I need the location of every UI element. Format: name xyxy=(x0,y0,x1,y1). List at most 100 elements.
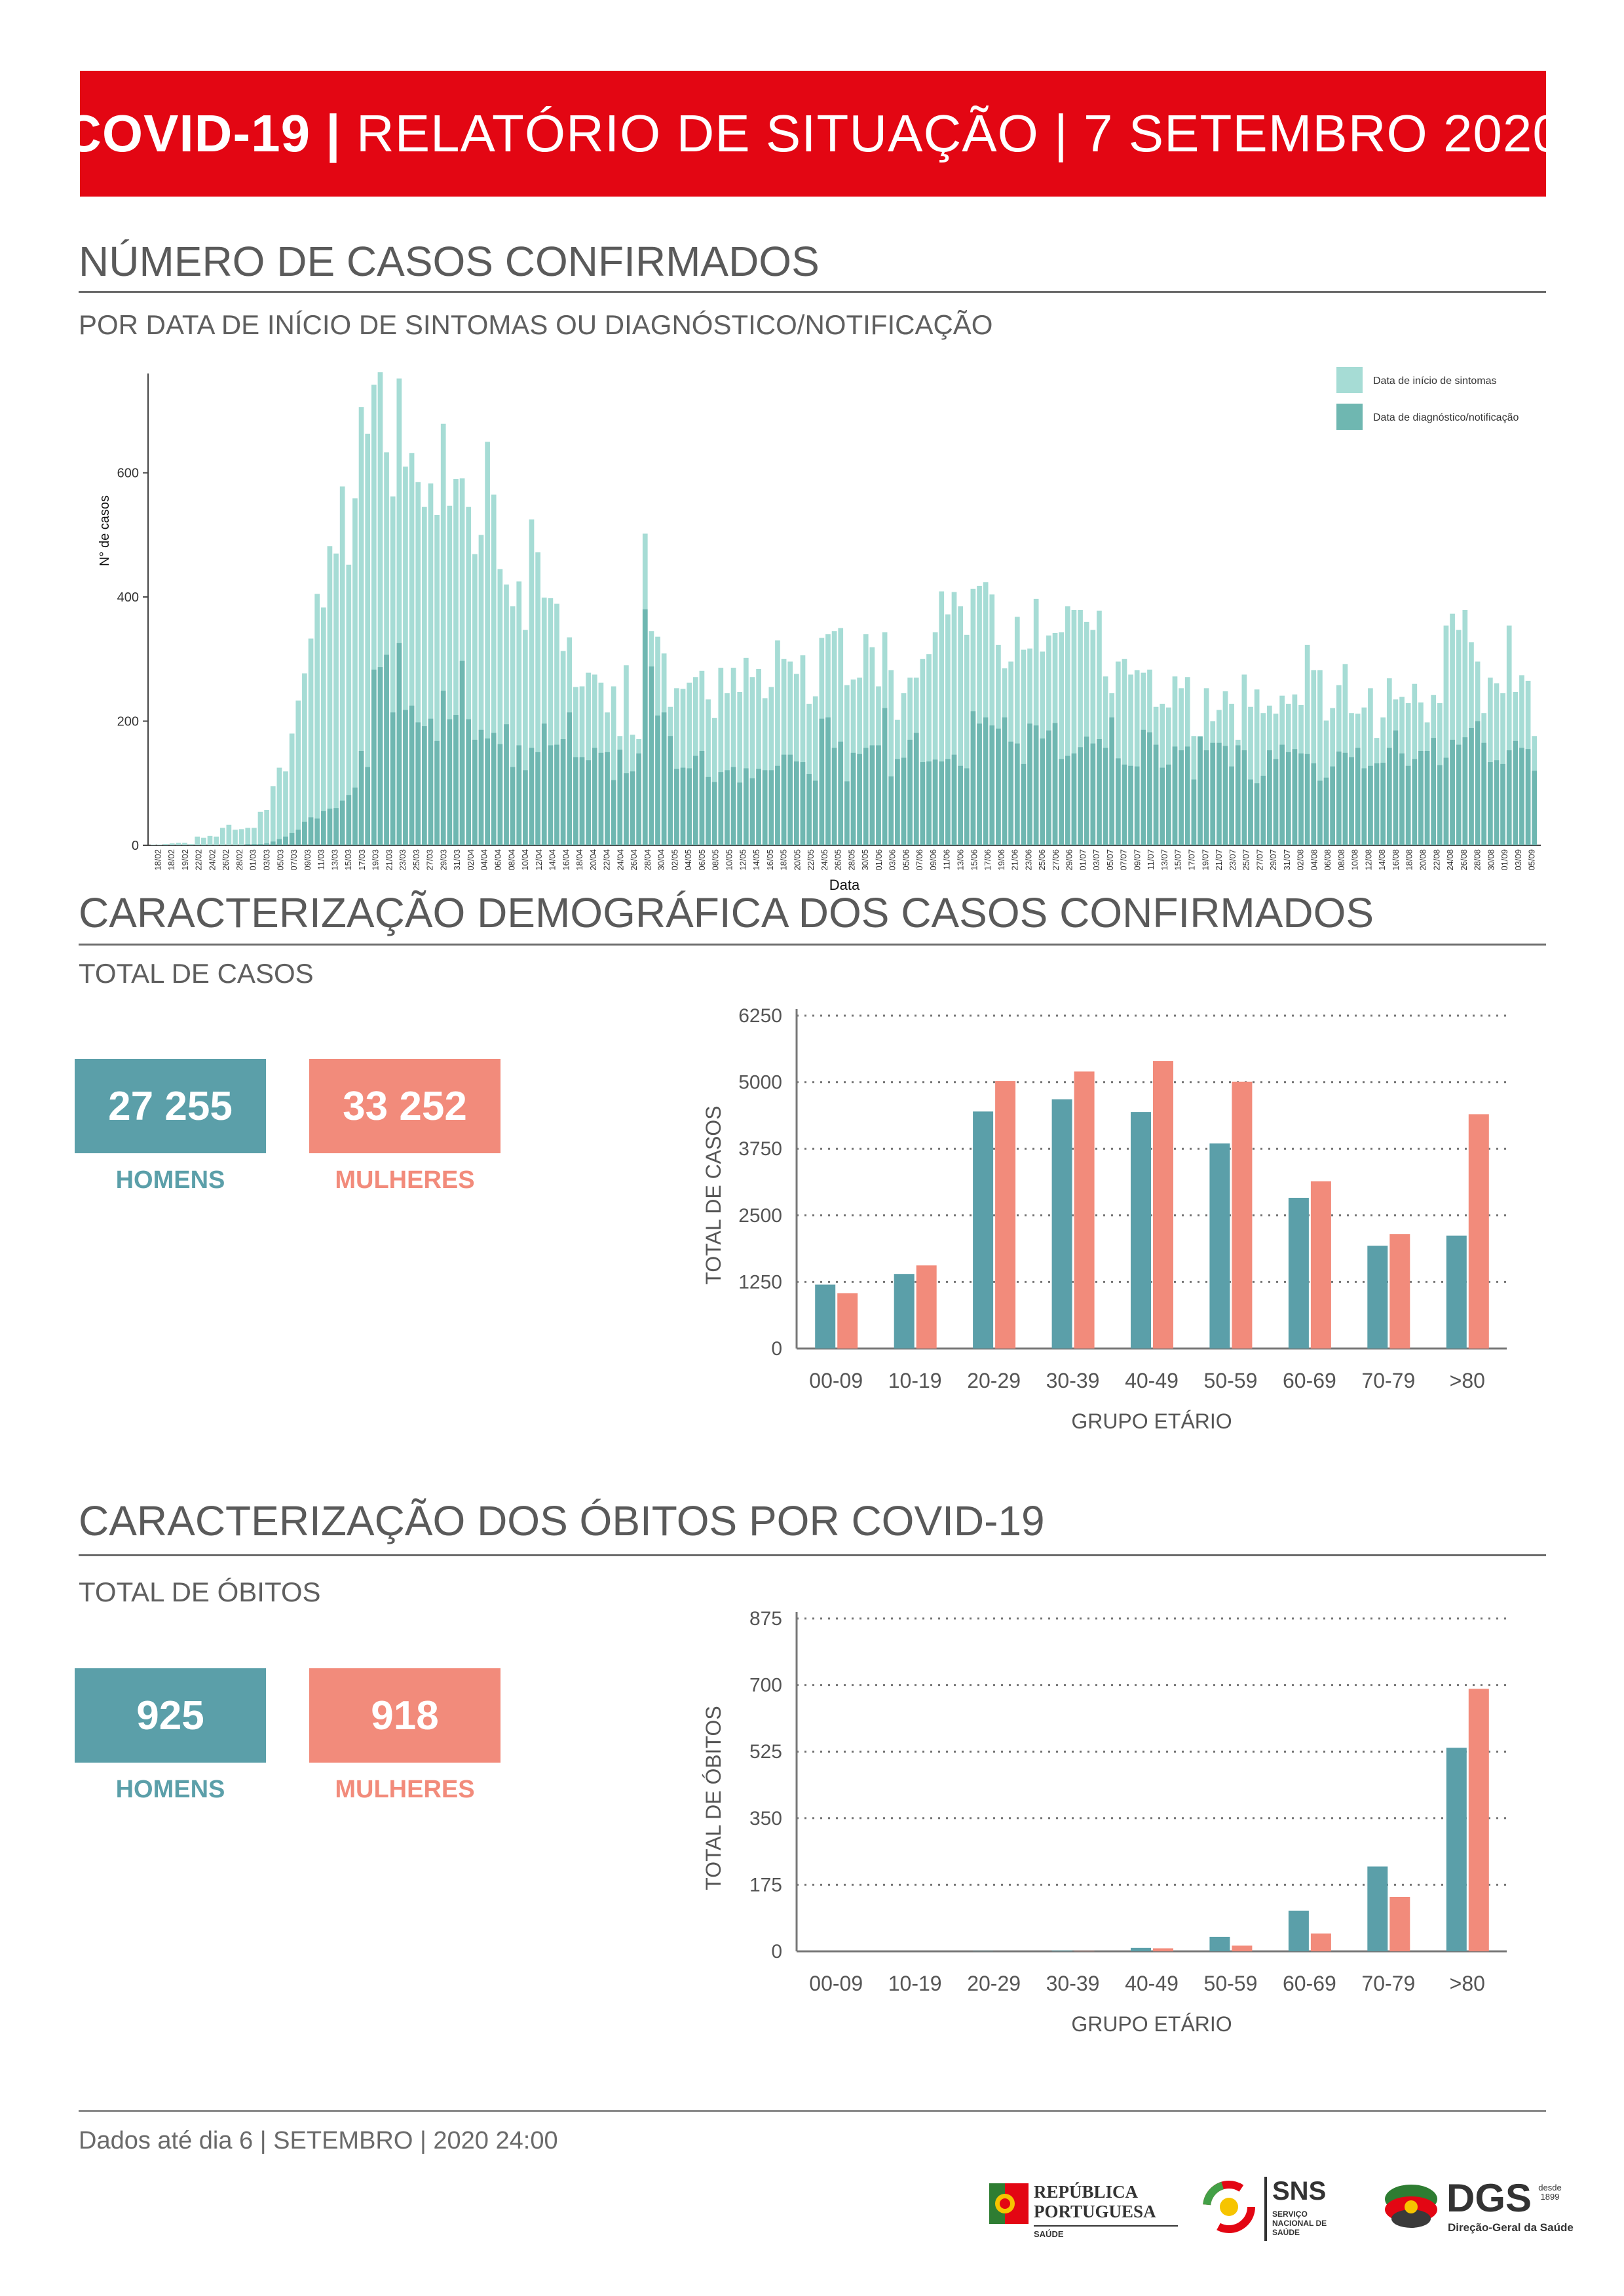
x-tick-label: 16/08 xyxy=(1391,849,1401,871)
notification-bar xyxy=(649,666,654,845)
x-tick-label: 40-49 xyxy=(1125,1369,1179,1392)
symptom-onset-bar xyxy=(257,811,263,845)
notification-bar xyxy=(1235,745,1241,845)
symptom-onset-bar xyxy=(497,569,503,845)
x-tick-label: 30/08 xyxy=(1486,849,1496,871)
notification-bar xyxy=(1412,759,1418,845)
notification-bar xyxy=(1368,765,1373,845)
men-label: HOMENS xyxy=(115,1166,225,1194)
symptom-onset-bar xyxy=(264,810,269,845)
notification-bar xyxy=(377,667,383,845)
notification-bar xyxy=(289,833,295,845)
y-tick-label: 0 xyxy=(132,839,139,853)
notification-bar xyxy=(428,718,434,845)
symptom-onset-bar xyxy=(409,453,415,845)
x-tick-label: 02/08 xyxy=(1296,849,1306,871)
notification-bar xyxy=(535,752,540,845)
women-deaths-kpi: 918 xyxy=(309,1668,500,1763)
notification-bar xyxy=(579,757,585,845)
men-bar xyxy=(1209,1936,1230,1951)
notification-bar xyxy=(415,722,421,845)
notification-bar xyxy=(800,762,806,845)
notification-bar xyxy=(1456,744,1462,845)
notification-bar xyxy=(1217,742,1222,845)
notification-bar xyxy=(699,751,705,845)
notification-bar xyxy=(605,752,610,845)
header-bold-title: COVID-19 | xyxy=(64,104,341,163)
women-bar xyxy=(1468,1114,1489,1349)
notification-bar xyxy=(636,753,641,845)
symptom-onset-bar xyxy=(163,844,168,845)
notification-bar xyxy=(529,748,535,845)
x-tick-label: 23/03 xyxy=(398,849,407,871)
x-tick-label: 03/07 xyxy=(1091,849,1101,871)
x-tick-label: 17/03 xyxy=(357,849,367,871)
symptom-onset-bar xyxy=(233,830,238,845)
x-tick-label: 20/04 xyxy=(588,849,598,871)
notification-bar xyxy=(989,725,995,845)
notification-bar xyxy=(1165,764,1171,845)
section-subtitle-total-deaths: TOTAL DE ÓBITOS xyxy=(79,1577,321,1607)
notification-bar xyxy=(1260,775,1266,845)
notification-bar xyxy=(812,780,818,845)
symptom-onset-bar xyxy=(964,634,970,845)
section-divider xyxy=(79,1554,1546,1556)
notification-bar xyxy=(1437,765,1443,845)
symptom-onset-bar xyxy=(289,733,295,845)
notification-bar xyxy=(276,839,282,845)
dgs-logo: DGS desde 1899 Direção-Geral da Saúde xyxy=(1382,2174,1579,2246)
x-tick-label: 17/07 xyxy=(1187,849,1197,871)
notification-bar xyxy=(1279,744,1285,845)
y-tick-label: 175 xyxy=(749,1874,782,1896)
notification-bar xyxy=(793,761,799,845)
symptom-onset-bar xyxy=(687,682,692,845)
notification-bar xyxy=(1147,732,1152,845)
x-tick-label: 10/05 xyxy=(725,849,734,871)
symptom-onset-bar xyxy=(252,828,257,845)
dgs-text: DGS xyxy=(1446,2176,1532,2220)
women-bar xyxy=(1153,1061,1173,1349)
x-tick-label: >80 xyxy=(1450,1369,1485,1392)
x-tick-label: 18/02 xyxy=(166,849,176,871)
x-tick-label: 27/07 xyxy=(1255,849,1264,871)
symptom-onset-bar xyxy=(510,606,516,845)
men-bar xyxy=(1209,1143,1230,1349)
x-tick-label: 11/06 xyxy=(942,849,952,870)
notification-bar xyxy=(396,643,402,845)
portugal-flag-icon xyxy=(989,2183,1029,2224)
women-cases-kpi: 33 252 xyxy=(309,1059,500,1153)
symptom-onset-bar xyxy=(308,638,314,845)
notification-bar xyxy=(687,768,692,845)
x-tick-label: 24/08 xyxy=(1445,849,1455,871)
notification-bar xyxy=(768,770,774,845)
symptom-onset-bar xyxy=(743,657,749,845)
notification-bar xyxy=(1109,717,1115,845)
notification-bar xyxy=(421,726,427,845)
x-tick-label: 17/06 xyxy=(983,849,992,871)
symptom-onset-bar xyxy=(270,786,276,845)
symptom-onset-bar xyxy=(1311,670,1317,845)
symptom-onset-bar xyxy=(320,607,326,845)
x-tick-label: 14/04 xyxy=(548,849,557,871)
x-tick-label: 05/06 xyxy=(901,849,911,871)
notification-bar xyxy=(661,712,667,845)
x-tick-label: 19/02 xyxy=(180,849,190,871)
symptom-onset-bar xyxy=(415,482,421,845)
notification-bar xyxy=(327,809,333,845)
symptom-onset-bar xyxy=(238,829,244,845)
x-tick-label: 02/04 xyxy=(466,849,476,871)
notification-bar xyxy=(907,739,913,845)
x-tick-label: 29/06 xyxy=(1065,849,1074,871)
symptom-onset-bar xyxy=(838,628,844,845)
notification-bar xyxy=(749,778,755,845)
symptom-onset-bar xyxy=(711,718,717,845)
symptom-onset-bar xyxy=(1084,621,1089,845)
notification-bar xyxy=(1084,737,1089,845)
notification-bar xyxy=(737,782,743,845)
symptom-onset-bar xyxy=(377,372,383,845)
notification-bar xyxy=(390,712,396,845)
x-tick-label: 26/02 xyxy=(221,849,231,871)
sns-logo: SNS SERVIÇO NACIONAL DE SAÚDE xyxy=(1203,2174,1367,2246)
x-tick-label: 03/03 xyxy=(262,849,272,871)
notification-bar xyxy=(869,745,875,845)
